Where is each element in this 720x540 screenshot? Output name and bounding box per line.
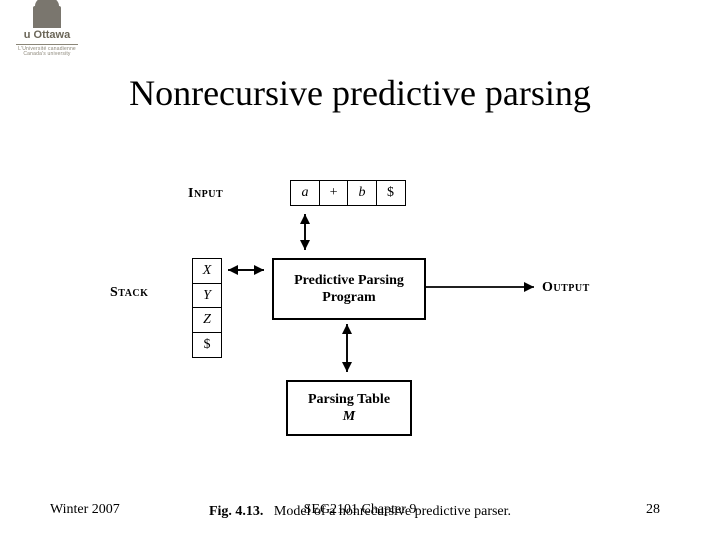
parser-diagram: Input a + b $ Stack X Y Z $ Predictive P… bbox=[110, 180, 630, 470]
logo-divider bbox=[16, 44, 78, 45]
footer-center: SEG2101 Chapter 9 bbox=[0, 502, 720, 518]
brand-logo: u Ottawa L'Université canadienne Canada'… bbox=[12, 6, 82, 57]
logo-sub-text-2: Canada's university bbox=[12, 52, 82, 57]
logo-building-icon bbox=[33, 6, 61, 28]
diagram-arrows bbox=[110, 180, 630, 470]
logo-main-text: u Ottawa bbox=[12, 30, 82, 42]
page-title: Nonrecursive predictive parsing bbox=[0, 72, 720, 114]
footer-page-number: 28 bbox=[646, 502, 660, 518]
